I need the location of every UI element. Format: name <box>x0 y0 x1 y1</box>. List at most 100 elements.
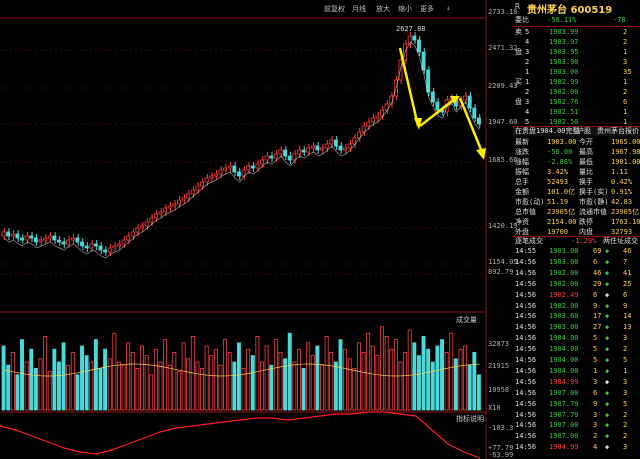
candle-body <box>213 173 218 177</box>
candle-body <box>103 249 108 253</box>
candle-body <box>52 235 57 241</box>
candle-body <box>306 147 311 153</box>
volume-bar <box>384 335 389 411</box>
candle-body <box>135 227 140 233</box>
buy-order-row: 5 1902.50 1 <box>525 118 628 126</box>
tick-row: 14:56 1904.00 5 ◆ 5 <box>515 356 628 364</box>
volume-bar <box>236 342 241 411</box>
sell-order-row: 2 1903.90 3 <box>525 58 628 66</box>
candle-body <box>278 149 283 155</box>
volume-bar <box>412 342 417 411</box>
tick-row: 14:56 1903.60 17 ◆ 14 <box>515 312 632 321</box>
candle-body <box>126 235 131 241</box>
price-axis-label: 1685.66 <box>488 156 518 164</box>
volume-bar <box>398 361 403 411</box>
kline-chart-area[interactable]: 前复权 月线 放大 缩小 更多 ↓ 2733.18 2471.32 2209.4… <box>0 0 518 459</box>
toolbar-item[interactable]: 更多 <box>420 5 434 13</box>
volume-bar <box>278 351 283 411</box>
candle-body <box>467 95 472 109</box>
buy-order-row: 买 1 1902.99 1 <box>515 78 628 86</box>
candle-body <box>338 145 343 151</box>
candle-body <box>24 235 29 241</box>
quote-row: 市盈(动) 51.19 市盈(静) 42.83 <box>515 198 633 206</box>
volume-bar <box>227 351 232 411</box>
candle-body <box>296 149 301 155</box>
volume-bar <box>463 345 468 411</box>
candle-body <box>380 109 384 117</box>
volume-indicator-label[interactable]: 成交量 <box>456 316 477 324</box>
volume-unit-label: X10 <box>488 404 501 412</box>
price-axis-label: 1420.19 <box>488 222 518 230</box>
candle-body <box>310 145 315 149</box>
oscillator-scale-label: -63.99 <box>488 451 514 459</box>
volume-bar <box>116 361 121 411</box>
candle-body <box>361 125 366 133</box>
volume-bar <box>200 367 204 411</box>
volume-bar <box>93 339 98 411</box>
volume-bar <box>6 364 11 411</box>
volume-bar <box>338 339 343 411</box>
volume-bar <box>403 351 408 411</box>
buy-order-row: 4 1902.51 1 <box>525 108 628 116</box>
oscillator-line <box>0 411 481 459</box>
candle-body <box>255 163 260 169</box>
toolbar-item[interactable]: 放大 <box>376 5 390 13</box>
candle-body <box>186 193 191 199</box>
price-axis-label: 2209.43 <box>488 82 518 90</box>
volume-bar <box>260 361 264 411</box>
candle-body <box>181 197 186 201</box>
candle-body <box>84 245 89 249</box>
volume-bar <box>389 348 394 411</box>
annotation-arrow <box>458 97 484 153</box>
volume-ma-line <box>4 363 480 377</box>
candle-body <box>269 155 274 159</box>
toolbar-item[interactable]: ↓ <box>446 4 451 12</box>
tab-detail[interactable]: 在贵盘1904.00完整 <box>515 127 580 135</box>
stock-name: 贵州茅台 600519 <box>527 5 613 16</box>
candle-body <box>89 243 94 249</box>
quote-tabs[interactable]: 在贵盘1904.00完整 沪股 贵州茅台报价 <box>513 127 640 136</box>
tab-market[interactable]: 沪股 <box>577 127 591 135</box>
volume-bar <box>167 364 172 411</box>
tick-row: 14:56 1902.00 9 ◆ 9 <box>515 301 628 310</box>
candle-body <box>260 159 264 165</box>
candle-body <box>167 205 172 209</box>
tick-row: 14:55 1903.00 69 ◆ 46 <box>515 247 632 255</box>
volume-bar <box>283 358 288 411</box>
tick-row: 14:56 1907.00 2 ◆ 2 <box>515 432 628 441</box>
tick-row: 14:56 1904.99 4 ◆ 3 <box>515 443 628 452</box>
volume-bar <box>130 351 135 411</box>
kline-chart[interactable] <box>0 0 512 459</box>
candle-body <box>287 155 292 161</box>
quote-row: 总市值 23905亿 流通市值 23905亿 <box>515 208 640 216</box>
volume-bar <box>269 364 274 411</box>
volume-bar <box>153 348 158 411</box>
tab-quote[interactable]: 贵州茅台报价 <box>597 127 639 135</box>
candle-body <box>195 185 200 191</box>
volume-bar <box>416 355 421 411</box>
volume-bar <box>121 364 126 411</box>
toolbar-item[interactable]: 月线 <box>352 5 366 13</box>
volume-scale-label: 21915 <box>488 362 510 370</box>
candle-body <box>6 231 11 237</box>
quote-row: 净资 2154.00 跌停 1763.10 <box>515 218 640 226</box>
volume-bar <box>430 361 435 411</box>
candle-body <box>301 149 306 153</box>
volume-bar <box>246 348 251 411</box>
candle-body <box>218 169 223 175</box>
candle-body <box>463 95 468 101</box>
stock-marker: R <box>515 2 520 11</box>
volume-bar <box>98 367 103 411</box>
tick-row: 14:56 1904.00 1 ◆ 1 <box>515 366 628 375</box>
volume-bar <box>176 371 181 411</box>
stock-title-bar: R 贵州茅台 600519 <box>513 0 640 16</box>
volume-bar <box>158 361 163 411</box>
candle-body <box>172 203 177 207</box>
weibi-row: 委比 -56.11% -78 <box>515 16 626 24</box>
toolbar-item[interactable]: 前复权 <box>324 5 345 13</box>
candle-body <box>343 147 348 151</box>
oscillator-indicator-label[interactable]: 指标说明 <box>456 415 484 423</box>
tick-row: 14:56 1907.00 3 ◆ 2 <box>515 421 628 430</box>
toolbar-item[interactable]: 缩小 <box>398 5 412 13</box>
volume-bar <box>126 342 131 411</box>
